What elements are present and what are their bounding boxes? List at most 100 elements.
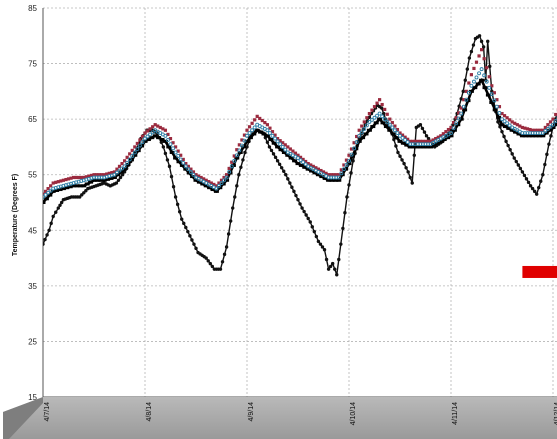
red-point	[385, 112, 389, 116]
outdoor-point	[190, 238, 194, 242]
thick-point	[516, 132, 522, 136]
outdoor-point	[180, 217, 184, 221]
red-point	[181, 157, 185, 162]
thick-point	[438, 139, 444, 143]
red-point	[418, 139, 422, 143]
red-point	[451, 121, 456, 125]
x-tick-label: 4/12/14	[554, 402, 557, 425]
blue-point	[479, 67, 484, 72]
plot-area	[43, 34, 557, 277]
red-point	[533, 128, 537, 132]
blue-point	[421, 142, 425, 147]
thick-point	[441, 138, 447, 142]
blue-point	[380, 114, 385, 119]
blue-point	[553, 119, 557, 123]
blue-point	[252, 125, 257, 130]
outdoor-point	[175, 202, 180, 207]
outdoor-point	[343, 210, 347, 215]
red-point	[306, 162, 310, 166]
blue-point	[181, 160, 186, 165]
red-point	[140, 134, 145, 139]
blue-point	[275, 139, 280, 144]
outdoor-point	[534, 192, 539, 196]
axis-band-edge	[3, 397, 43, 439]
thick-point	[458, 117, 464, 121]
outdoor-point	[306, 216, 310, 221]
blue-point	[344, 163, 349, 167]
red-point	[344, 158, 349, 162]
red-point	[332, 173, 336, 177]
thick-point	[132, 153, 138, 157]
red-point	[64, 177, 68, 182]
red-point	[128, 152, 132, 156]
red-point	[378, 98, 382, 102]
red-point	[168, 136, 173, 141]
red-point	[242, 133, 247, 137]
outdoor-point	[502, 134, 506, 139]
outdoor-point	[400, 158, 404, 162]
outdoor-point	[233, 195, 237, 199]
outdoor-point	[267, 145, 272, 149]
red-point	[334, 173, 338, 177]
red-point	[117, 164, 122, 168]
thick-point	[513, 130, 519, 134]
outdoor-point	[273, 155, 278, 160]
red-point	[436, 135, 440, 139]
thick-point	[159, 138, 165, 142]
blue-point	[403, 138, 408, 142]
thick-point	[224, 178, 230, 182]
blue-point	[176, 154, 181, 158]
blue-point	[505, 121, 510, 126]
red-point	[161, 127, 165, 131]
blue-point	[341, 167, 346, 172]
outdoor-point	[459, 97, 463, 101]
outdoor-point	[518, 166, 523, 171]
red-point	[156, 124, 160, 128]
thick-point	[428, 145, 434, 149]
thick-point	[383, 125, 389, 129]
red-point	[207, 180, 211, 184]
x-tick-label: 4/9/14	[248, 402, 255, 422]
outdoor-point	[56, 206, 60, 210]
thick-point	[455, 123, 461, 127]
blue-point	[280, 144, 285, 149]
thick-point	[234, 156, 240, 160]
thick-point	[173, 156, 179, 160]
blue-point	[178, 157, 183, 162]
red-point	[541, 128, 545, 132]
thick-point	[363, 132, 369, 136]
red-legend-bar	[522, 265, 557, 278]
red-point	[416, 139, 420, 143]
y-tick-label: 85	[28, 4, 37, 13]
blue-point	[349, 152, 354, 157]
thick-point	[519, 134, 525, 138]
thick-point	[315, 173, 321, 177]
outdoor-point	[222, 252, 227, 257]
blue-point	[331, 175, 336, 180]
outdoor-point	[528, 184, 533, 188]
red-point	[270, 130, 275, 134]
series-blue	[43, 67, 557, 199]
blue-point	[484, 79, 489, 84]
thick-point	[298, 163, 304, 167]
outdoor-point	[54, 210, 58, 214]
outdoor-point	[333, 267, 337, 271]
outdoor-point	[177, 210, 182, 214]
blue-point	[400, 135, 405, 140]
red-point	[548, 120, 553, 124]
red-point	[255, 114, 259, 118]
x-axis-ticks: 4/7/14 4/8/14 4/9/14 4/10/14 4/11/14 4/12/14	[44, 402, 557, 425]
red-point	[431, 138, 435, 142]
thick-point	[77, 184, 83, 188]
outdoor-point	[324, 257, 329, 262]
outdoor-point	[537, 185, 541, 190]
thick-point	[54, 188, 60, 192]
red-point	[278, 139, 282, 143]
outdoor-point	[504, 139, 508, 144]
outdoor-point	[171, 185, 176, 189]
red-point	[56, 180, 60, 184]
outdoor-point	[167, 164, 172, 169]
thick-point	[145, 138, 151, 142]
red-point	[120, 162, 124, 166]
outdoor-point	[406, 170, 410, 174]
